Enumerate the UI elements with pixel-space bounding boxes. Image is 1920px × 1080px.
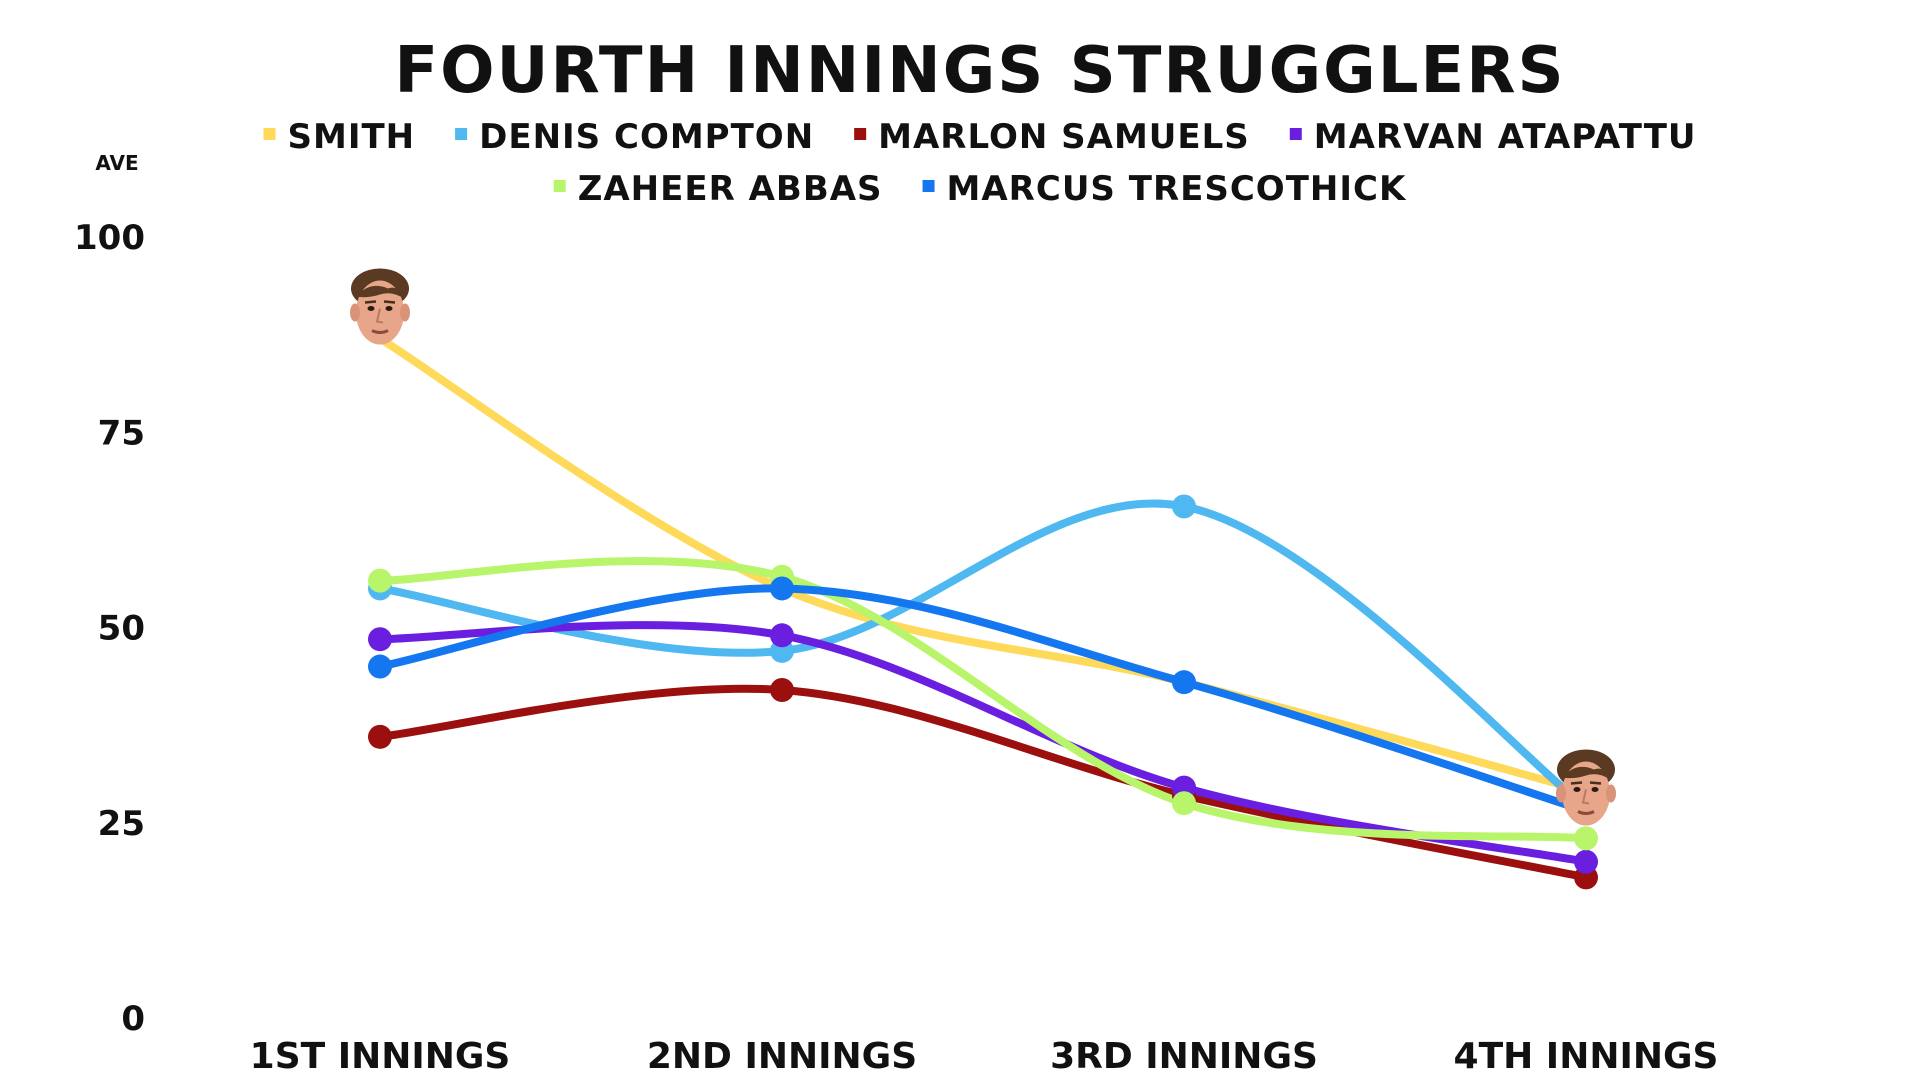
legend-label: MARLON SAMUELS bbox=[878, 117, 1250, 157]
legend-swatch bbox=[553, 180, 566, 192]
player-face-icon bbox=[1556, 749, 1616, 826]
legend-row: ZAHEER ABBAS MARCUS TRESCOTHICK bbox=[553, 169, 1407, 209]
data-point bbox=[1574, 826, 1598, 851]
series-line bbox=[376, 334, 1590, 796]
legend-label: DENIS COMPTON bbox=[479, 117, 814, 157]
y-tick-label: 75 bbox=[98, 413, 145, 453]
series-lines bbox=[376, 334, 1590, 882]
annotations bbox=[350, 268, 1616, 826]
x-tick-label: 1ST INNINGS bbox=[250, 1036, 511, 1077]
series-line bbox=[376, 557, 1590, 843]
series-markers bbox=[368, 494, 1598, 890]
legend-swatch bbox=[1289, 128, 1302, 140]
y-tick-label: 100 bbox=[74, 218, 145, 258]
legend-item: ZAHEER ABBAS bbox=[553, 169, 883, 209]
data-point bbox=[1172, 494, 1196, 519]
chart-title: FOURTH INNINGS STRUGGLERS bbox=[394, 34, 1565, 108]
data-point bbox=[1172, 791, 1196, 816]
legend-swatch bbox=[922, 180, 935, 192]
data-point bbox=[770, 576, 794, 601]
legend-item: MARVAN ATAPATTU bbox=[1289, 117, 1697, 157]
legend-label: MARVAN ATAPATTU bbox=[1314, 117, 1697, 157]
data-point bbox=[368, 627, 392, 652]
data-point bbox=[1574, 849, 1598, 874]
data-point bbox=[368, 724, 392, 749]
legend-swatch bbox=[263, 128, 276, 140]
legend-label: ZAHEER ABBAS bbox=[578, 169, 883, 209]
legend-row: SMITH DENIS COMPTON MARLON SAMUELS MARVAN A… bbox=[263, 117, 1696, 157]
x-tick-label: 3RD INNINGS bbox=[1050, 1036, 1318, 1077]
data-point bbox=[368, 568, 392, 593]
data-point bbox=[770, 623, 794, 648]
legend-swatch bbox=[854, 128, 867, 140]
legend-item: SMITH bbox=[263, 117, 415, 157]
series-line bbox=[376, 684, 1590, 882]
player-face-icon bbox=[350, 268, 410, 345]
legend-item: MARCUS TRESCOTHICK bbox=[922, 169, 1407, 209]
legend-item: DENIS COMPTON bbox=[455, 117, 814, 157]
y-tick-label: 25 bbox=[98, 804, 145, 844]
x-tick-label: 4TH INNINGS bbox=[1454, 1036, 1719, 1077]
legend-item: MARLON SAMUELS bbox=[854, 117, 1250, 157]
x-axis-ticks: 1ST INNINGS 2ND INNINGS 3RD INNINGS 4TH INN… bbox=[250, 1036, 1719, 1077]
series-line bbox=[376, 584, 1590, 816]
series-line bbox=[376, 499, 1590, 812]
legend-swatch bbox=[455, 128, 468, 140]
data-point bbox=[368, 654, 392, 679]
legend-label: MARCUS TRESCOTHICK bbox=[947, 169, 1407, 209]
data-point bbox=[1172, 670, 1196, 695]
legend-label: SMITH bbox=[287, 117, 415, 157]
y-tick-label: 50 bbox=[98, 609, 145, 649]
y-axis-label: AVE bbox=[95, 151, 138, 175]
y-tick-label: 0 bbox=[121, 999, 145, 1039]
legend: SMITH DENIS COMPTON MARLON SAMUELS MARVAN A… bbox=[263, 117, 1696, 209]
x-tick-label: 2ND INNINGS bbox=[647, 1036, 917, 1077]
data-point bbox=[770, 677, 794, 702]
y-axis-ticks: 0 25 50 75 100 bbox=[74, 218, 145, 1039]
